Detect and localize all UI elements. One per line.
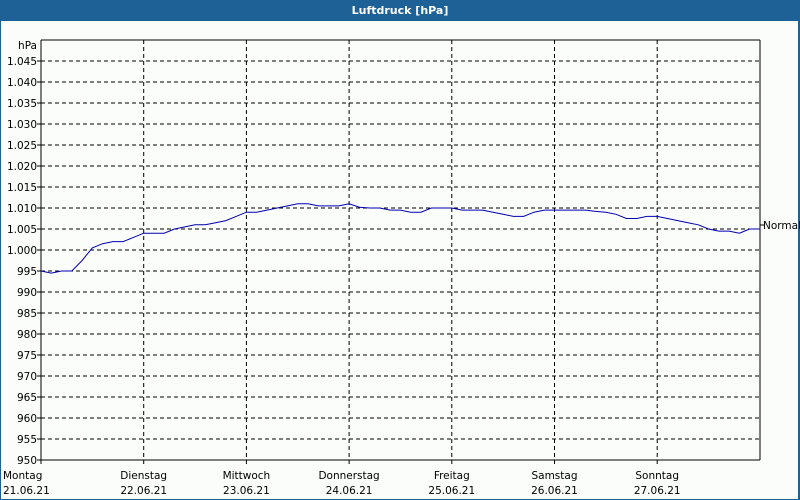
- x-tick-date: 23.06.21: [223, 485, 270, 497]
- x-tick-date: 21.06.21: [3, 485, 50, 497]
- y-tick-label: 1.000: [7, 245, 37, 257]
- x-tick-date: 24.06.21: [326, 485, 373, 497]
- x-tick-day: Samstag: [531, 470, 577, 482]
- x-tick-day: Sonntag: [635, 470, 679, 482]
- chart-title: Luftdruck [hPa]: [0, 0, 800, 21]
- x-tick-date: 27.06.21: [634, 485, 681, 497]
- x-tick-day: Dienstag: [120, 470, 167, 482]
- x-tick-day: Mittwoch: [223, 470, 271, 482]
- y-axis-unit: hPa: [18, 40, 37, 52]
- y-tick-label: 1.020: [7, 161, 37, 173]
- y-tick-label: 1.045: [7, 56, 37, 68]
- normal-label: Normal: [763, 220, 800, 232]
- y-tick-label: 1.010: [7, 203, 37, 215]
- y-tick-label: 1.030: [7, 119, 37, 131]
- y-tick-label: 1.025: [7, 140, 37, 152]
- y-tick-label: 960: [17, 413, 37, 425]
- y-tick-label: 1.035: [7, 98, 37, 110]
- y-tick-label: 995: [17, 266, 37, 278]
- x-tick-day: Montag: [3, 470, 42, 482]
- pressure-line: [40, 203, 760, 274]
- y-tick-label: 950: [17, 455, 37, 467]
- y-tick-label: 965: [17, 392, 37, 404]
- y-tick-label: 975: [17, 350, 37, 362]
- y-tick-label: 1.015: [7, 182, 37, 194]
- y-tick-label: 1.005: [7, 224, 37, 236]
- x-tick-day: Freitag: [434, 470, 470, 482]
- y-tick-label: 980: [17, 329, 37, 341]
- y-tick-label: 970: [17, 371, 37, 383]
- y-tick-label: 990: [17, 287, 37, 299]
- x-tick-day: Donnerstag: [318, 470, 379, 482]
- y-tick-label: 985: [17, 308, 37, 320]
- x-tick-date: 26.06.21: [531, 485, 578, 497]
- chart-panel: [1, 21, 798, 499]
- x-tick-date: 22.06.21: [120, 485, 167, 497]
- y-tick-label: 955: [17, 434, 37, 446]
- x-tick-date: 25.06.21: [428, 485, 475, 497]
- y-tick-label: 1.040: [7, 77, 37, 89]
